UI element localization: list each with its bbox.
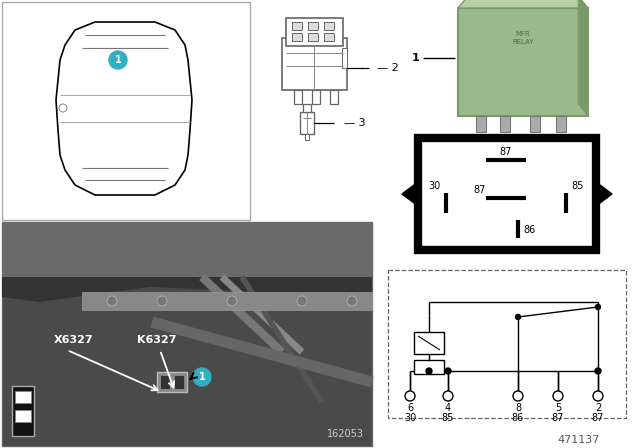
Bar <box>418 138 596 250</box>
Circle shape <box>515 314 520 319</box>
Text: X6327: X6327 <box>54 335 93 345</box>
Circle shape <box>109 51 127 69</box>
Bar <box>292 22 302 30</box>
Circle shape <box>426 368 432 374</box>
Text: 5: 5 <box>555 403 561 413</box>
Bar <box>2 2 250 220</box>
Text: 86: 86 <box>524 225 536 235</box>
Text: 85: 85 <box>572 181 584 191</box>
Bar <box>82 292 372 310</box>
Bar <box>556 116 566 132</box>
Polygon shape <box>458 0 588 8</box>
Text: MFR
RELAY: MFR RELAY <box>512 31 534 44</box>
Circle shape <box>593 391 603 401</box>
Circle shape <box>445 368 451 374</box>
Circle shape <box>193 368 211 386</box>
Circle shape <box>227 296 237 306</box>
Bar <box>312 90 320 104</box>
Bar <box>530 116 540 132</box>
Text: 86: 86 <box>512 413 524 423</box>
Circle shape <box>347 296 357 306</box>
Text: 87: 87 <box>474 185 486 195</box>
Bar <box>12 386 34 436</box>
Bar <box>476 116 486 132</box>
Bar <box>308 22 318 30</box>
Bar <box>286 18 343 46</box>
Polygon shape <box>578 0 588 116</box>
Text: 85: 85 <box>442 413 454 423</box>
Text: K6327: K6327 <box>137 335 177 345</box>
Bar <box>2 222 372 446</box>
Bar <box>294 90 302 104</box>
Bar <box>2 222 372 277</box>
Bar <box>174 375 184 389</box>
Bar <box>414 360 444 374</box>
Bar <box>324 22 334 30</box>
Text: 87: 87 <box>500 147 512 157</box>
Polygon shape <box>402 182 418 206</box>
Bar <box>330 90 338 104</box>
Text: — 2: — 2 <box>377 63 399 73</box>
Circle shape <box>405 391 415 401</box>
Text: 30: 30 <box>404 413 416 423</box>
Bar <box>15 410 31 422</box>
Bar <box>157 372 187 392</box>
Bar <box>308 33 318 41</box>
Text: — 3: — 3 <box>344 118 365 128</box>
Bar <box>500 116 510 132</box>
Text: 8: 8 <box>515 403 521 413</box>
Text: 87: 87 <box>552 413 564 423</box>
Text: 1: 1 <box>115 55 122 65</box>
Circle shape <box>553 391 563 401</box>
Polygon shape <box>596 182 612 206</box>
Text: 4: 4 <box>445 403 451 413</box>
Text: 1: 1 <box>412 53 420 63</box>
Bar <box>305 134 309 140</box>
Bar <box>414 332 444 354</box>
Bar <box>282 38 347 90</box>
Text: 30: 30 <box>428 181 440 191</box>
Text: 471137: 471137 <box>557 435 600 445</box>
Text: 87: 87 <box>592 413 604 423</box>
Bar <box>303 104 311 112</box>
Bar <box>300 112 314 134</box>
Circle shape <box>595 305 600 310</box>
Circle shape <box>443 391 453 401</box>
Bar <box>292 33 302 41</box>
Bar <box>342 48 347 68</box>
Text: 162053: 162053 <box>327 429 364 439</box>
Text: 2: 2 <box>595 403 601 413</box>
Circle shape <box>157 296 167 306</box>
Circle shape <box>595 368 601 374</box>
Bar <box>458 8 588 116</box>
Bar <box>15 391 31 403</box>
Text: 1: 1 <box>198 372 205 382</box>
Circle shape <box>513 391 523 401</box>
Bar <box>160 375 170 389</box>
Bar <box>388 270 626 418</box>
Text: 6: 6 <box>407 403 413 413</box>
Circle shape <box>107 296 117 306</box>
Circle shape <box>297 296 307 306</box>
Bar <box>324 33 334 41</box>
Polygon shape <box>2 277 372 302</box>
